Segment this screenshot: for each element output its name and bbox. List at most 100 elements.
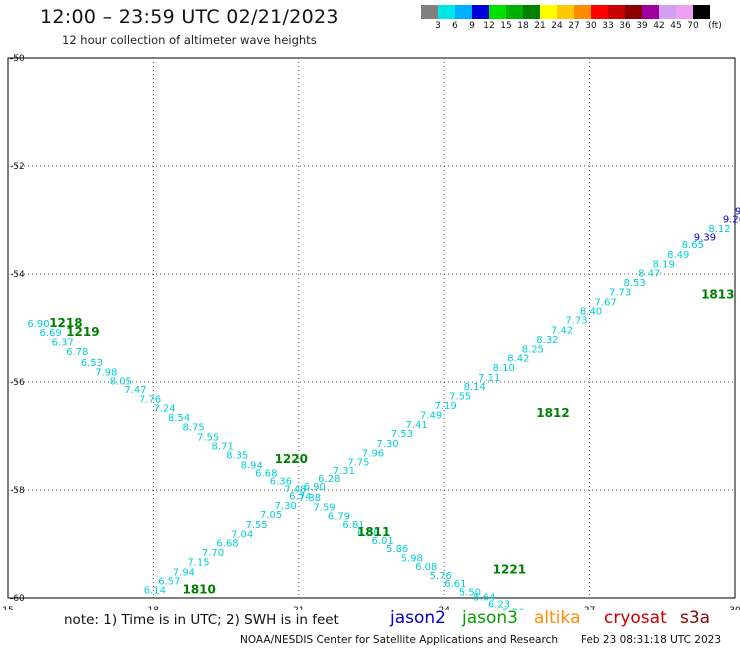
x-tick-label: 27 bbox=[584, 606, 595, 610]
satellite-name-s3a: s3a bbox=[680, 608, 711, 628]
plot-frame bbox=[7, 57, 736, 599]
wave-height-value: 6.57 bbox=[158, 577, 180, 588]
satellite-name-altika: altika bbox=[534, 608, 581, 628]
x-tick-label: 18 bbox=[148, 606, 160, 610]
wave-height-value: 7.05 bbox=[260, 510, 282, 521]
legend-swatch bbox=[472, 5, 489, 19]
wave-height-value: 5.86 bbox=[386, 544, 408, 555]
y-tick-label: -60 bbox=[10, 594, 25, 604]
wave-height-value: 7.73 bbox=[565, 316, 587, 327]
x-tick-label: 21 bbox=[293, 606, 304, 610]
wave-height-value: 8.25 bbox=[522, 344, 544, 355]
wave-height-value: 6.79 bbox=[328, 512, 350, 523]
wave-height-value: 7.41 bbox=[405, 420, 427, 431]
satellite-name-jason3: jason3 bbox=[462, 608, 518, 628]
legend-label: 6 bbox=[452, 21, 458, 31]
map-plot: 151821242730-50-52-54-56-58-606.906.696.… bbox=[2, 54, 740, 610]
wave-height-value: 8.10 bbox=[493, 363, 515, 374]
x-tick-label: 15 bbox=[2, 606, 13, 610]
pass-time-label: 1220 bbox=[275, 452, 308, 466]
wave-height-value: 6.37 bbox=[52, 337, 74, 348]
legend-label: 24 bbox=[551, 21, 563, 31]
legend-swatch bbox=[625, 5, 642, 19]
wave-height-value: 8.53 bbox=[624, 278, 646, 289]
wave-height-value: 6.01 bbox=[372, 536, 394, 547]
wave-height-value: 9.26 bbox=[723, 215, 740, 226]
wave-height-value: 7.55 bbox=[245, 520, 267, 531]
pass-time-label: 1811 bbox=[357, 525, 390, 539]
wave-height-value: 5.50 bbox=[459, 587, 481, 598]
pass-time-label: 1810 bbox=[182, 583, 215, 597]
wave-height-value: 7.98 bbox=[95, 368, 117, 379]
satellite-name-cryosat: cryosat bbox=[604, 608, 667, 628]
wave-height-value: 6.53 bbox=[81, 358, 103, 369]
wave-height-value: 8.14 bbox=[464, 382, 486, 393]
legend-label: 36 bbox=[619, 21, 631, 31]
wave-height-value: 7.96 bbox=[362, 449, 384, 460]
wave-height-value: 7.59 bbox=[313, 503, 335, 514]
wave-height-value: 5.64 bbox=[473, 593, 495, 604]
legend-swatch bbox=[608, 5, 625, 19]
legend-unit: (ft) bbox=[708, 21, 722, 31]
y-tick-label: -56 bbox=[10, 378, 25, 388]
legend-label: 39 bbox=[636, 21, 648, 31]
legend-swatch bbox=[574, 5, 591, 19]
legend-label: 30 bbox=[585, 21, 597, 31]
legend-swatch bbox=[438, 5, 455, 19]
legend-swatch bbox=[540, 5, 557, 19]
credit-text: NOAA/NESDIS Center for Satellite Applica… bbox=[240, 634, 558, 646]
wave-height-value: 6.14 bbox=[144, 586, 166, 597]
wave-height-value: 8.12 bbox=[708, 224, 730, 235]
wave-height-value: 7.04 bbox=[231, 530, 253, 541]
pass-time-label: 1218 bbox=[49, 316, 82, 330]
wave-height-value: 6.61 bbox=[444, 579, 466, 590]
pass-time-label: 1813 bbox=[701, 287, 734, 301]
legend-swatch bbox=[557, 5, 574, 19]
legend-label: 70 bbox=[687, 21, 699, 31]
wave-height-value: 8.49 bbox=[667, 250, 689, 261]
timestamp: Feb 23 08:31:18 UTC 2023 bbox=[581, 634, 721, 646]
wave-height-value: 6.36 bbox=[270, 477, 292, 488]
legend-swatch bbox=[659, 5, 676, 19]
x-tick-label: 24 bbox=[438, 606, 450, 610]
wave-height-value: 8.35 bbox=[226, 451, 248, 462]
wave-height-value: 8.42 bbox=[507, 353, 529, 364]
wave-height-value: 7.75 bbox=[347, 458, 369, 469]
wave-height-value: 7.11 bbox=[478, 373, 500, 384]
y-tick-label: -58 bbox=[10, 486, 25, 496]
wave-height-value: 7.42 bbox=[551, 325, 573, 336]
wave-height-value: 6.81 bbox=[342, 520, 364, 531]
page-title: 12:00 – 23:59 UTC 02/21/2023 bbox=[40, 6, 339, 28]
wave-height-value: 6.74 bbox=[289, 492, 311, 503]
wave-height-value: 7.55 bbox=[197, 432, 219, 443]
legend-label: 42 bbox=[653, 21, 665, 31]
legend-label: 45 bbox=[670, 21, 682, 31]
legend-swatch bbox=[455, 5, 472, 19]
wave-height-value: 7.70 bbox=[202, 548, 224, 559]
wave-height-value: 6.68 bbox=[216, 539, 238, 550]
wave-height-value: 7.48 bbox=[284, 485, 306, 496]
legend-swatch bbox=[523, 5, 540, 19]
pass-time-label: 1219 bbox=[66, 325, 99, 339]
wave-height-value: 6.08 bbox=[357, 528, 379, 539]
wave-height-value: 6.68 bbox=[255, 469, 277, 480]
wave-height-value: 7.53 bbox=[391, 429, 413, 440]
pass-time-label: 1221 bbox=[493, 563, 526, 577]
y-tick-label: -50 bbox=[10, 54, 25, 64]
wave-height-value: 7.67 bbox=[594, 297, 616, 308]
wave-height-value: 5.76 bbox=[430, 571, 452, 582]
x-tick-label: 30 bbox=[729, 606, 740, 610]
wave-height-value: 8.40 bbox=[580, 307, 602, 318]
footer-note: note: 1) Time is in UTC; 2) SWH is in fe… bbox=[64, 612, 339, 628]
wave-height-value: 5.98 bbox=[401, 553, 423, 564]
wave-height-value: 8.65 bbox=[682, 240, 704, 251]
legend-label: 12 bbox=[483, 21, 495, 31]
legend-label: 27 bbox=[568, 21, 580, 31]
legend-swatch bbox=[642, 5, 659, 19]
wave-height-value: 8.75 bbox=[182, 423, 204, 434]
wave-height-value: 5.20 bbox=[502, 607, 524, 610]
legend-swatch bbox=[693, 5, 710, 19]
legend-label: 3 bbox=[435, 21, 441, 31]
wave-height-value: 7.49 bbox=[420, 411, 442, 422]
wave-height-value: 9.39 bbox=[694, 233, 716, 244]
